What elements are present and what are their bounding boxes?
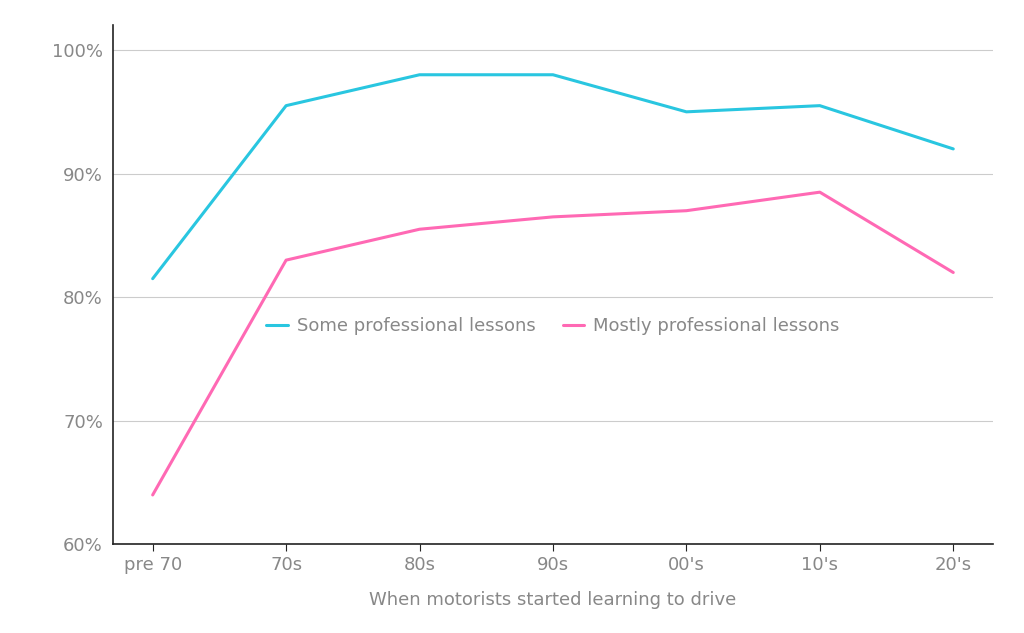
- Mostly professional lessons: [414, 225, 426, 233]
- Some professional lessons: [414, 71, 426, 78]
- Some professional lessons: [947, 145, 959, 153]
- Some professional lessons: [146, 275, 159, 282]
- Mostly professional lessons: [547, 213, 559, 221]
- Some professional lessons: [280, 102, 292, 110]
- Mostly professional lessons: [146, 491, 159, 499]
- Some professional lessons: [547, 71, 559, 78]
- Line: Some professional lessons: Some professional lessons: [153, 75, 953, 279]
- Line: Mostly professional lessons: Mostly professional lessons: [153, 192, 953, 495]
- X-axis label: When motorists started learning to drive: When motorists started learning to drive: [370, 591, 736, 609]
- Some professional lessons: [680, 108, 692, 116]
- Some professional lessons: [814, 102, 826, 110]
- Mostly professional lessons: [280, 256, 292, 264]
- Mostly professional lessons: [814, 189, 826, 196]
- Legend: Some professional lessons, Mostly professional lessons: Some professional lessons, Mostly profes…: [259, 310, 847, 342]
- Mostly professional lessons: [680, 207, 692, 215]
- Mostly professional lessons: [947, 268, 959, 276]
